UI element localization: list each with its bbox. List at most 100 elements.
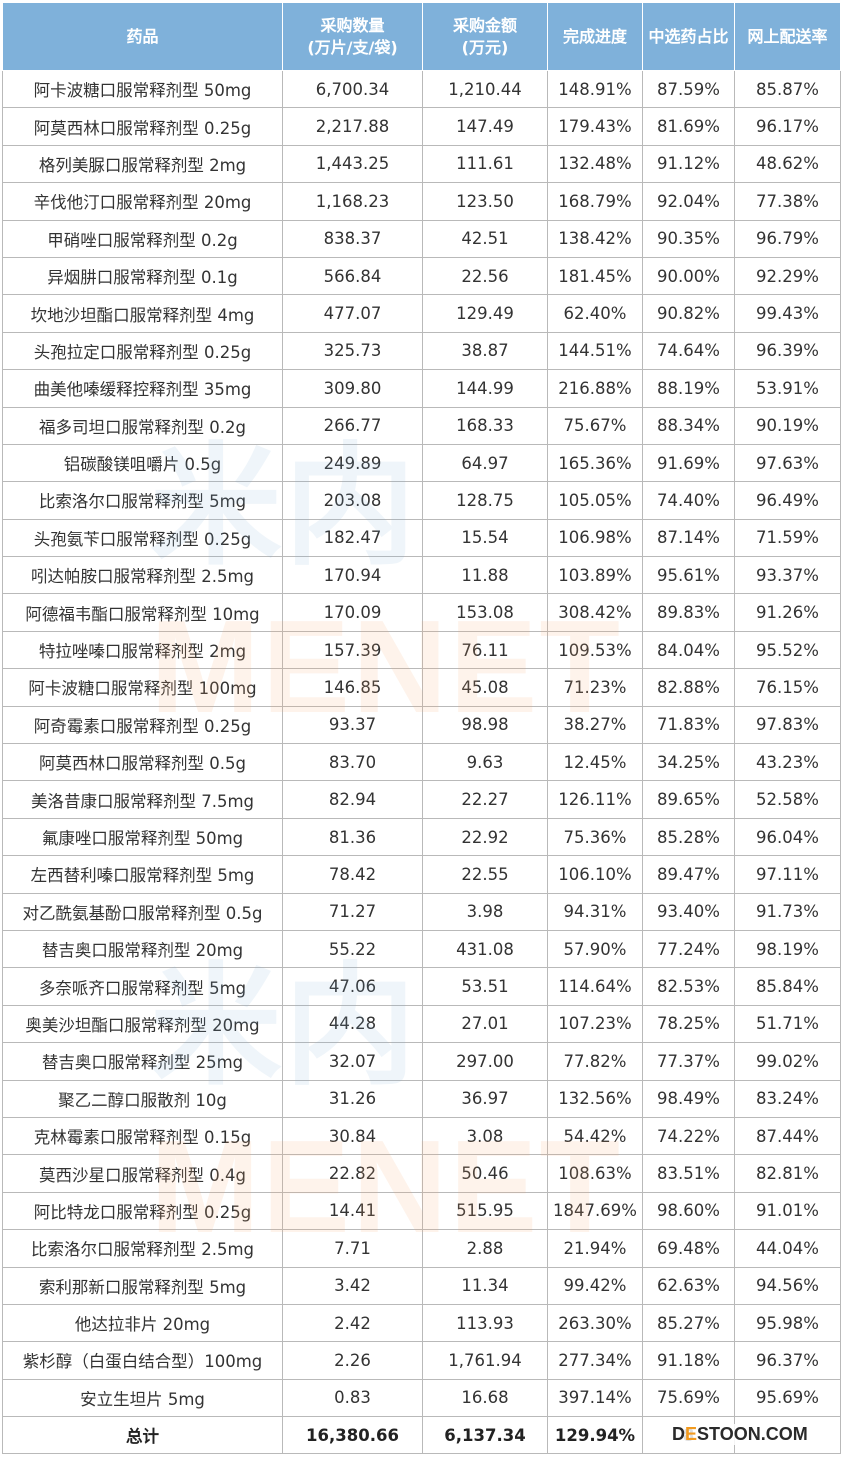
cell-amount: 22.56 [422, 256, 548, 296]
cell-drug: 阿比特龙口服常释剂型 0.25g [2, 1191, 283, 1231]
cell-delivery-rate: 96.79% [734, 219, 841, 258]
cell-amount: 2.88 [422, 1229, 548, 1268]
cell-amount: 128.75 [422, 481, 548, 520]
table-row: 异烟肼口服常释剂型 0.1g 566.84 22.56 181.45% 90.00% 92… [2, 256, 841, 296]
cell-progress: 77.82% [547, 1042, 643, 1081]
table-body: 阿卡波糖口服常释剂型 50mg 6,700.34 1,210.44 148.91% 87… [2, 69, 841, 1455]
cell-delivery-rate: 93.37% [734, 556, 841, 595]
cell-quantity: 325.73 [282, 331, 423, 371]
cell-quantity: 47.06 [282, 967, 423, 1006]
cell-drug: 阿莫西林口服常释剂型 0.25g [2, 107, 283, 146]
cell-progress: 165.36% [547, 443, 643, 483]
cell-drug: 左西替利嗪口服常释剂型 5mg [2, 855, 283, 894]
cell-amount: 22.27 [422, 780, 548, 819]
cell-progress: 75.36% [547, 817, 643, 857]
table-row: 比索洛尔口服常释剂型 5mg 203.08 128.75 105.05% 74.40% 9… [2, 481, 841, 520]
cell-quantity: 3.42 [282, 1266, 423, 1305]
cell-quantity: 71.27 [282, 892, 423, 931]
cell-drug: 美洛昔康口服常释剂型 7.5mg [2, 780, 283, 819]
header-quantity: 采购数量 (万片/支/袋) [282, 2, 423, 71]
cell-quantity: 81.36 [282, 817, 423, 857]
cell-progress: 106.10% [547, 855, 643, 894]
cell-drug: 索利那新口服常释剂型 5mg [2, 1266, 283, 1305]
cell-drug: 奥美沙坦酯口服常释剂型 20mg [2, 1004, 283, 1044]
cell-amount: 129.49 [422, 294, 548, 333]
cell-drug: 莫西沙星口服常释剂型 0.4g [2, 1154, 283, 1193]
cell-selected-share: 89.65% [642, 780, 735, 819]
cell-progress: 105.05% [547, 481, 643, 520]
table-row: 阿莫西林口服常释剂型 0.25g 2,217.88 147.49 179.43% 81.… [2, 107, 841, 146]
table-row: 特拉唑嗪口服常释剂型 2mg 157.39 76.11 109.53% 84.04% 95… [2, 630, 841, 670]
table-row: 阿比特龙口服常释剂型 0.25g 14.41 515.95 1847.69% 98.60… [2, 1191, 841, 1231]
cell-amount: 11.88 [422, 556, 548, 595]
cell-progress: 216.88% [547, 369, 643, 408]
table-row: 聚乙二醇口服散剂 10g 31.26 36.97 132.56% 98.49% 83.24… [2, 1079, 841, 1118]
cell-selected-share: 88.34% [642, 406, 735, 445]
cell-delivery-rate: 97.11% [734, 855, 841, 894]
table-row: 头孢氨苄口服常释剂型 0.25g 182.47 15.54 106.98% 87.14%… [2, 518, 841, 558]
cell-selected-share: 88.19% [642, 369, 735, 408]
cell-selected-share: 98.60% [642, 1191, 735, 1231]
cell-selected-share: 77.37% [642, 1042, 735, 1081]
cell-amount: 111.61 [422, 144, 548, 184]
cell-quantity: 182.47 [282, 518, 423, 558]
cell-progress: 94.31% [547, 892, 643, 931]
cell-delivery-rate: 92.29% [734, 256, 841, 296]
cell-delivery-rate: 91.01% [734, 1191, 841, 1231]
cell-progress: 126.11% [547, 780, 643, 819]
cell-delivery-rate: 48.62% [734, 144, 841, 184]
table-row: 坎地沙坦酯口服常释剂型 4mg 477.07 129.49 62.40% 90.82% 9… [2, 294, 841, 333]
cell-amount: 6,137.34 [422, 1416, 548, 1455]
cell-delivery-rate: 77.38% [734, 182, 841, 221]
cell-delivery-rate: 85.87% [734, 69, 841, 109]
table-row: 紫杉醇（白蛋白结合型）100mg 2.26 1,761.94 277.34% 91.18… [2, 1341, 841, 1380]
cell-amount: 3.98 [422, 892, 548, 931]
cell-progress: 21.94% [547, 1229, 643, 1268]
header-row: 药品 采购数量 (万片/支/袋) 采购金额 (万元) 完成进度 中选药占比 网上配送… [2, 2, 841, 71]
table-row: 克林霉素口服常释剂型 0.15g 30.84 3.08 54.42% 74.22% 87.… [2, 1116, 841, 1156]
cell-delivery-rate: 96.37% [734, 1341, 841, 1380]
cell-selected-share: 82.53% [642, 967, 735, 1006]
cell-drug: 聚乙二醇口服散剂 10g [2, 1079, 283, 1118]
cell-drug: 辛伐他汀口服常释剂型 20mg [2, 182, 283, 221]
cell-delivery-rate: 71.59% [734, 518, 841, 558]
cell-selected-share: 87.14% [642, 518, 735, 558]
cell-amount: 27.01 [422, 1004, 548, 1044]
cell-quantity: 1,168.23 [282, 182, 423, 221]
cell-quantity: 2.42 [282, 1303, 423, 1343]
cell-amount: 42.51 [422, 219, 548, 258]
cell-delivery-rate: 99.02% [734, 1042, 841, 1081]
cell-drug: 阿奇霉素口服常释剂型 0.25g [2, 705, 283, 745]
cell-amount: 11.34 [422, 1266, 548, 1305]
cell-selected-share: 87.59% [642, 69, 735, 109]
cell-delivery-rate: 90.19% [734, 406, 841, 445]
cell-quantity: 14.41 [282, 1191, 423, 1231]
cell-progress: 397.14% [547, 1378, 643, 1418]
cell-progress: 168.79% [547, 182, 643, 221]
table-row: 替吉奥口服常释剂型 25mg 32.07 297.00 77.82% 77.37% 99.… [2, 1042, 841, 1081]
cell-delivery-rate: 52.58% [734, 780, 841, 819]
cell-progress: 62.40% [547, 294, 643, 333]
cell-amount: 431.08 [422, 929, 548, 969]
table-row: 氟康唑口服常释剂型 50mg 81.36 22.92 75.36% 85.28% 96.0… [2, 817, 841, 857]
table-row: 莫西沙星口服常释剂型 0.4g 22.82 50.46 108.63% 83.51% 82… [2, 1154, 841, 1193]
table-row: 曲美他嗪缓释控释剂型 35mg 309.80 144.99 216.88% 88.19%… [2, 369, 841, 408]
cell-delivery-rate: 96.39% [734, 331, 841, 371]
cell-selected-share: 89.83% [642, 593, 735, 632]
cell-quantity: 170.09 [282, 593, 423, 632]
cell-selected-share: 77.24% [642, 929, 735, 969]
table-row: 安立生坦片 5mg 0.83 16.68 397.14% 75.69% 95.69% [2, 1378, 841, 1418]
cell-delivery-rate: 98.19% [734, 929, 841, 969]
cell-delivery-rate: 95.69% [734, 1378, 841, 1418]
cell-quantity: 31.26 [282, 1079, 423, 1118]
cell-progress: 75.67% [547, 406, 643, 445]
cell-amount: 22.55 [422, 855, 548, 894]
cell-selected-share: 89.47% [642, 855, 735, 894]
table-row: 对乙酰氨基酚口服常释剂型 0.5g 71.27 3.98 94.31% 93.40% 91… [2, 892, 841, 931]
cell-quantity: 266.77 [282, 406, 423, 445]
cell-progress: 132.48% [547, 144, 643, 184]
cell-amount: 38.87 [422, 331, 548, 371]
cell-selected-share: 81.69% [642, 107, 735, 146]
cell-amount: 45.08 [422, 668, 548, 707]
